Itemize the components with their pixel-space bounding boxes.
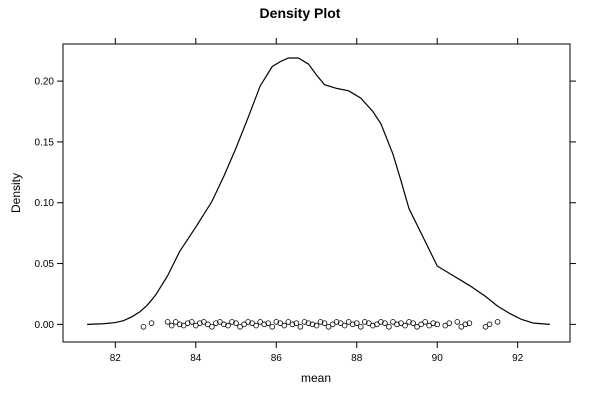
x-tick-label: 82 bbox=[110, 353, 122, 364]
rug-point bbox=[317, 319, 324, 325]
rug-point bbox=[285, 319, 292, 325]
rug-points bbox=[140, 319, 501, 330]
rug-point bbox=[184, 320, 191, 326]
rug-point bbox=[261, 321, 267, 328]
rug-point bbox=[176, 321, 183, 328]
rug-point bbox=[434, 321, 441, 328]
y-tick-label: 0.05 bbox=[35, 259, 55, 270]
rug-point bbox=[406, 319, 412, 325]
rug-point bbox=[418, 321, 424, 328]
rug-point bbox=[462, 321, 469, 328]
y-axis-label: Density bbox=[9, 173, 23, 213]
rug-point bbox=[402, 322, 408, 329]
rug-point bbox=[454, 319, 461, 325]
rug-point bbox=[172, 319, 179, 325]
plot-frame bbox=[62, 43, 571, 343]
rug-point bbox=[398, 320, 404, 326]
y-tick-label: 0.15 bbox=[35, 137, 55, 148]
rug-point bbox=[374, 321, 380, 328]
rug-point bbox=[430, 320, 436, 326]
rug-point bbox=[225, 322, 231, 329]
rug-point bbox=[329, 321, 336, 328]
rug-point bbox=[241, 321, 247, 328]
rug-point bbox=[233, 320, 239, 326]
rug-point bbox=[386, 323, 392, 330]
rug-point bbox=[361, 319, 368, 325]
x-tick-label: 90 bbox=[432, 353, 444, 364]
rug-point bbox=[265, 320, 272, 326]
rug-point bbox=[180, 322, 187, 329]
rug-point bbox=[269, 323, 276, 330]
x-axis: 82 84 86 88 90 92 bbox=[110, 38, 524, 364]
rug-point bbox=[237, 323, 243, 330]
rug-point bbox=[458, 323, 465, 330]
rug-point bbox=[446, 320, 453, 326]
y-tick-label: 0.00 bbox=[35, 320, 55, 331]
rug-point bbox=[394, 321, 400, 328]
rug-point bbox=[341, 322, 348, 329]
rug-point bbox=[297, 323, 304, 330]
x-tick-label: 88 bbox=[351, 353, 363, 364]
rug-point bbox=[213, 320, 219, 326]
rug-point bbox=[410, 320, 416, 326]
rug-point bbox=[494, 319, 501, 325]
x-axis-label: mean bbox=[301, 371, 331, 385]
rug-point bbox=[277, 320, 284, 326]
rug-point bbox=[426, 322, 432, 329]
rug-point bbox=[201, 319, 207, 325]
rug-point bbox=[221, 321, 227, 328]
rug-point bbox=[333, 319, 340, 325]
rug-point bbox=[353, 320, 360, 326]
x-tick-label: 92 bbox=[512, 353, 524, 364]
rug-point bbox=[293, 320, 300, 326]
rug-point bbox=[168, 322, 175, 329]
rug-point bbox=[257, 319, 263, 325]
rug-point bbox=[345, 319, 352, 325]
rug-point bbox=[382, 320, 388, 326]
rug-point bbox=[442, 322, 449, 329]
rug-point bbox=[301, 319, 308, 325]
y-axis: 0.00 0.05 0.10 0.15 0.20 bbox=[35, 77, 576, 331]
rug-point bbox=[229, 319, 235, 325]
rug-point bbox=[209, 323, 215, 330]
rug-point bbox=[366, 320, 372, 326]
rug-point bbox=[245, 319, 251, 325]
rug-point bbox=[466, 320, 473, 326]
rug-point bbox=[422, 319, 428, 325]
x-tick-label: 84 bbox=[190, 353, 202, 364]
rug-point bbox=[321, 320, 328, 326]
rug-point bbox=[253, 322, 259, 329]
rug-point bbox=[309, 321, 316, 328]
rug-point bbox=[281, 322, 288, 329]
rug-point bbox=[325, 323, 332, 330]
rug-point bbox=[197, 320, 203, 326]
rug-point bbox=[337, 320, 344, 326]
rug-point bbox=[482, 323, 489, 330]
rug-point bbox=[148, 320, 155, 326]
rug-point bbox=[217, 319, 223, 325]
rug-point bbox=[313, 322, 320, 329]
rug-point bbox=[289, 321, 296, 328]
x-tick-label: 86 bbox=[271, 353, 283, 364]
y-tick-label: 0.20 bbox=[35, 77, 55, 88]
rug-point bbox=[249, 320, 255, 326]
rug-point bbox=[192, 322, 199, 329]
rug-point bbox=[188, 319, 195, 325]
rug-point bbox=[164, 319, 171, 325]
rug-point bbox=[390, 319, 396, 325]
rug-point bbox=[205, 321, 211, 328]
rug-point bbox=[349, 321, 356, 328]
rug-point bbox=[486, 321, 493, 328]
chart-title: Density Plot bbox=[260, 5, 341, 21]
y-tick-label: 0.10 bbox=[35, 198, 55, 209]
rug-point bbox=[414, 323, 420, 330]
density-curve bbox=[87, 57, 550, 325]
rug-point bbox=[357, 323, 364, 330]
rug-point bbox=[370, 322, 376, 329]
rug-point bbox=[140, 323, 147, 330]
rug-point bbox=[305, 320, 312, 326]
rug-point bbox=[378, 319, 384, 325]
rug-point bbox=[273, 319, 280, 325]
